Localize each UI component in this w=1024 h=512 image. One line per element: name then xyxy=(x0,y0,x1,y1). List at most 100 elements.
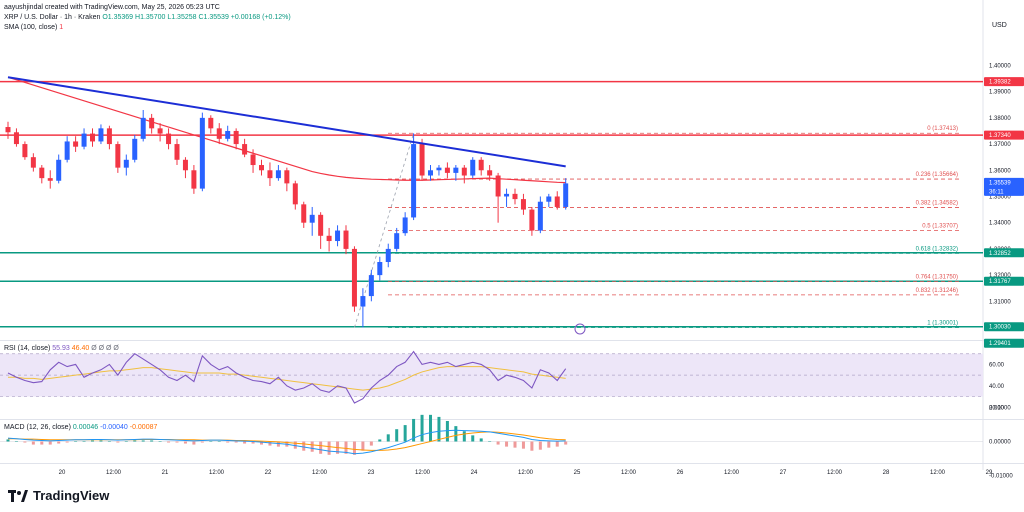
macd-histogram-bar xyxy=(547,441,551,448)
fib-label: 0 (1.37413) xyxy=(927,126,958,132)
candle xyxy=(182,159,188,171)
price-marker-box xyxy=(984,276,1024,286)
candle xyxy=(140,117,146,139)
macd-histogram-bar xyxy=(6,439,10,442)
price-tick-label: 1.36000 xyxy=(989,168,1011,174)
candle xyxy=(208,117,214,129)
candle xyxy=(402,217,408,234)
time-tick-label: 27 xyxy=(780,470,787,476)
candle xyxy=(56,159,62,181)
price-marker-countdown: 36:11 xyxy=(989,189,1004,195)
candle xyxy=(267,170,273,179)
candle xyxy=(512,193,518,200)
sma-legend[interactable]: SMA (100, close) 1 xyxy=(4,24,63,31)
candle xyxy=(115,144,121,168)
fib-label: 0.764 (1.31750) xyxy=(916,275,958,281)
macd-label: MACD (12, 26, close) xyxy=(4,424,71,431)
macd-histogram-bar xyxy=(386,434,390,442)
price-marker-label: 1.37340 xyxy=(989,133,1011,139)
time-tick-label: 26 xyxy=(677,470,684,476)
macd-legend[interactable]: MACD (12, 26, close) 0.00046 -0.00040 -0… xyxy=(4,424,157,431)
candle xyxy=(529,209,535,231)
price-tick-label: 1.31000 xyxy=(989,299,1011,305)
price-marker-label: 1.32852 xyxy=(989,251,1011,257)
rsi-label: RSI (14, close) xyxy=(4,345,51,352)
rsi-extra-values: Ø Ø Ø Ø xyxy=(91,345,119,352)
macd-histogram-bar xyxy=(107,441,111,442)
macd-histogram-bar xyxy=(74,441,78,442)
macd-histogram-bar xyxy=(175,441,179,443)
candle xyxy=(275,170,281,179)
macd-histogram-bar xyxy=(530,441,534,451)
macd-histogram-bar xyxy=(352,441,356,455)
macd-histogram-bar xyxy=(124,441,128,442)
candle xyxy=(428,170,433,176)
fib-label: 0.236 (1.35664) xyxy=(916,172,958,178)
macd-histogram-bar xyxy=(369,441,373,446)
macd-histogram-bar xyxy=(429,414,432,442)
symbol-line: XRP / U.S. Dollar · 1h · Kraken O1.35369… xyxy=(4,14,291,21)
macd-histogram-bar xyxy=(521,441,525,449)
ohlc-change: +0.00168 (+0.12%) xyxy=(230,14,291,21)
macd-histogram-bar xyxy=(65,441,69,443)
candle xyxy=(292,183,298,205)
macd-histogram-bar xyxy=(183,441,187,444)
candle xyxy=(132,138,138,160)
candle xyxy=(419,144,425,176)
macd-histogram-bar xyxy=(99,440,103,442)
macd-histogram-bar xyxy=(412,418,416,442)
macd-histogram-bar xyxy=(327,441,331,455)
macd-histogram-bar xyxy=(141,440,145,442)
time-tick-label: 12:00 xyxy=(930,470,946,476)
macd-histogram-bar xyxy=(403,425,407,442)
macd-histogram-bar xyxy=(496,441,500,445)
macd-histogram-bar xyxy=(82,441,86,442)
symbol-text[interactable]: XRP / U.S. Dollar · 1h · Kraken xyxy=(4,14,101,21)
macd-histogram-bar xyxy=(40,441,44,445)
price-tick-label: 1.40000 xyxy=(989,63,1011,69)
macd-histogram-bar xyxy=(158,441,162,442)
macd-histogram-bar xyxy=(293,441,297,449)
macd-histogram-bar xyxy=(420,414,424,442)
macd-signal-value: -0.00087 xyxy=(129,424,158,431)
candle xyxy=(411,144,417,218)
macd-histogram-bar xyxy=(167,441,171,443)
price-marker-box xyxy=(984,248,1024,258)
candle xyxy=(64,141,70,160)
candle xyxy=(537,201,543,231)
ohlc-close: C1.35539 xyxy=(198,14,229,21)
rsi-legend[interactable]: RSI (14, close) 55.93 46.40 Ø Ø Ø Ø xyxy=(4,345,119,352)
fib-diagonal xyxy=(354,133,414,328)
candle xyxy=(495,175,501,197)
candle xyxy=(453,167,459,173)
macd-histogram-bar xyxy=(209,441,213,442)
macd-histogram-bar xyxy=(48,441,52,445)
macd-histogram-bar xyxy=(471,435,475,442)
fib-label: 0.5 (1.33707) xyxy=(922,223,958,229)
fib-label: 0.832 (1.31246) xyxy=(916,288,958,294)
macd-histogram-bar xyxy=(437,416,441,442)
ohlc-low: L1.35258 xyxy=(167,14,197,21)
price-tick-label: 1.38000 xyxy=(989,116,1011,122)
candle xyxy=(309,214,315,223)
tradingview-logo[interactable]: TradingView xyxy=(8,488,109,503)
time-tick-label: 12:00 xyxy=(209,470,225,476)
candle xyxy=(191,170,197,189)
macd-histogram-bar xyxy=(564,441,568,445)
macd-histogram-bar xyxy=(462,431,466,442)
price-tick-label: 1.32000 xyxy=(989,273,1011,279)
candle xyxy=(73,141,79,147)
candle xyxy=(487,170,493,176)
price-marker-box xyxy=(984,77,1024,87)
price-marker-box xyxy=(984,130,1024,140)
candle xyxy=(5,127,11,133)
rsi-tick-label: 20.00 xyxy=(989,405,1005,411)
time-tick-label: 29 xyxy=(986,470,993,476)
candle xyxy=(233,130,239,145)
candle xyxy=(149,117,155,129)
candle xyxy=(478,159,484,171)
macd-histogram-bar xyxy=(31,441,35,445)
price-tick-label: 1.35000 xyxy=(989,194,1011,200)
macd-histogram-bar xyxy=(479,438,483,442)
